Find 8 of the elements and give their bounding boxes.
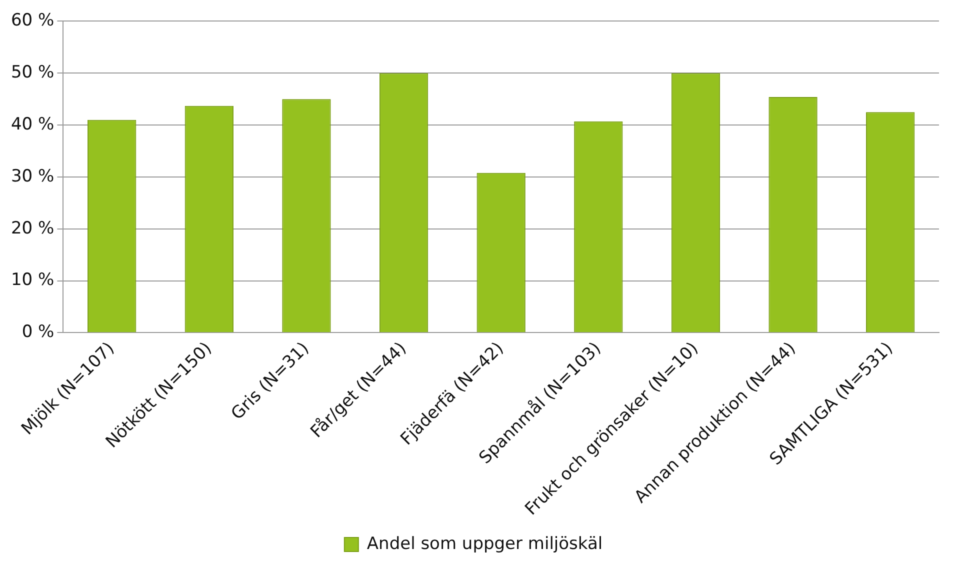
y-tick-label: 10 % bbox=[10, 270, 54, 290]
y-tick-label: 0 % bbox=[22, 322, 54, 342]
y-tick-label: 50 % bbox=[10, 62, 54, 83]
y-tick-label: 20 % bbox=[10, 218, 54, 238]
y-tick-label: 30 % bbox=[10, 166, 54, 186]
y-tick-label: 60 % bbox=[10, 10, 54, 31]
legend-label: Andel som uppger miljöskäl bbox=[366, 534, 603, 554]
y-tick-label: 40 % bbox=[10, 114, 54, 134]
